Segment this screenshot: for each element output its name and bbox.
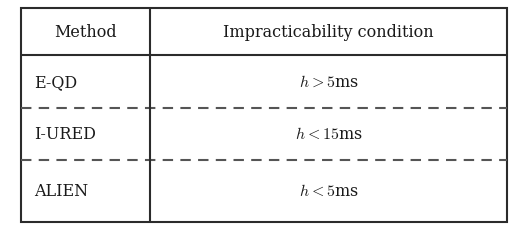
Text: ALIEN: ALIEN — [34, 182, 89, 199]
Text: $h < 15$ms: $h < 15$ms — [295, 126, 363, 143]
Text: E-QD: E-QD — [34, 73, 78, 91]
Text: $h > 5$ms: $h > 5$ms — [299, 73, 359, 91]
Text: Method: Method — [54, 24, 117, 41]
Text: Impracticability condition: Impracticability condition — [223, 24, 434, 41]
Text: I-URED: I-URED — [34, 126, 96, 143]
Text: $h < 5$ms: $h < 5$ms — [299, 182, 359, 199]
